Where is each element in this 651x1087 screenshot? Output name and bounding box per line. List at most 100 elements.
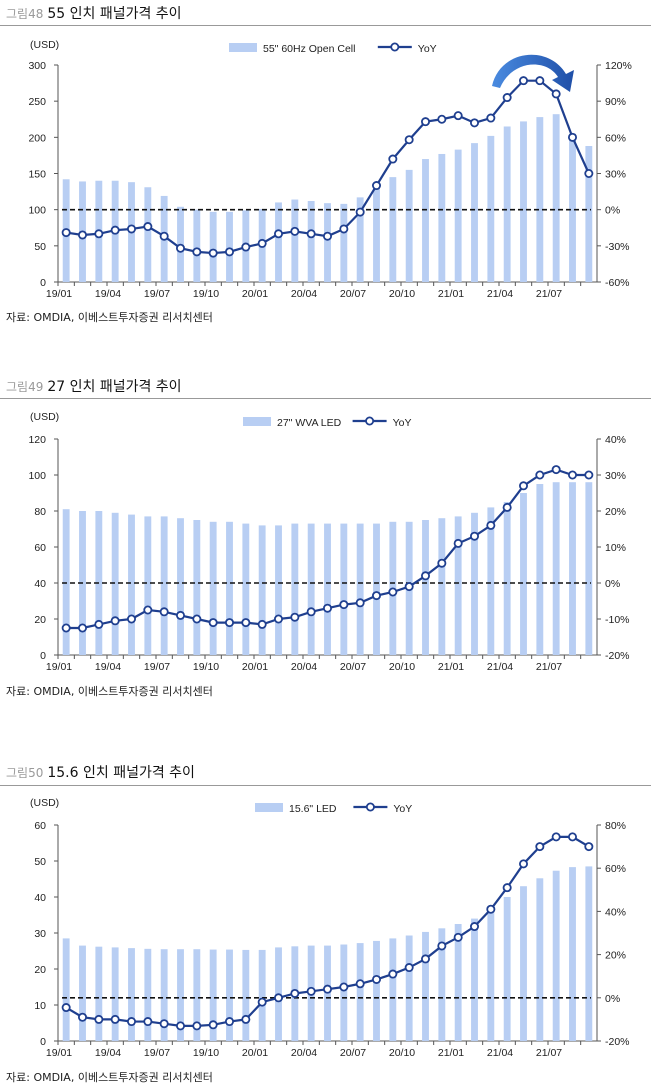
bar	[422, 159, 429, 282]
legend-bar-swatch	[255, 803, 283, 812]
legend-line-marker	[390, 42, 400, 52]
left-tick-label: 300	[28, 60, 46, 72]
x-tick-label: 20/01	[242, 288, 268, 300]
bar	[438, 518, 446, 655]
x-tick-label: 19/01	[46, 288, 72, 300]
right-tick-label: 120%	[605, 60, 632, 72]
bar	[405, 935, 413, 1041]
yoy-point	[273, 614, 283, 624]
yoy-point	[404, 582, 414, 592]
figure-name: 15.6 인치 패널가격 추이	[47, 765, 195, 781]
left-axis-unit: (USD)	[30, 411, 59, 423]
yoy-point	[420, 954, 430, 964]
yoy-point	[469, 531, 479, 541]
yoy-point	[535, 470, 545, 480]
x-tick-label: 20/07	[340, 661, 366, 673]
yoy-point	[486, 113, 496, 123]
bar	[79, 945, 86, 1041]
legend-line-label: YoY	[393, 803, 412, 815]
left-tick-label: 0	[40, 650, 46, 662]
x-tick-label: 21/04	[487, 1047, 513, 1059]
bar	[242, 949, 250, 1041]
bar	[471, 143, 478, 282]
x-tick-label: 21/04	[487, 288, 513, 300]
bar	[569, 133, 576, 282]
yoy-point	[224, 1017, 234, 1027]
legend-bar-swatch	[229, 43, 257, 52]
bar	[536, 878, 544, 1041]
x-tick-label: 19/04	[95, 1047, 121, 1059]
bar	[356, 943, 364, 1041]
bar	[471, 918, 478, 1041]
x-tick-label: 19/10	[193, 661, 219, 673]
left-tick-label: 50	[34, 241, 46, 253]
bar	[324, 523, 331, 655]
yoy-point	[404, 963, 414, 973]
yoy-point	[127, 1017, 137, 1027]
right-tick-label: 60%	[605, 863, 626, 875]
yoy-point	[290, 226, 300, 236]
yoy-point	[437, 114, 447, 124]
yoy-point	[420, 117, 430, 127]
legend-bar-label: 27" WVA LED	[277, 417, 342, 429]
right-tick-label: 20%	[605, 506, 626, 518]
yoy-point	[568, 832, 578, 842]
yoy-point	[371, 181, 381, 191]
yoy-point	[110, 225, 120, 235]
yoy-point	[519, 481, 529, 491]
yoy-point	[322, 231, 332, 241]
bar	[520, 493, 527, 655]
x-tick-label: 19/07	[144, 661, 170, 673]
yoy-point	[306, 229, 316, 239]
yoy-point	[551, 89, 561, 99]
yoy-point	[502, 883, 512, 893]
left-tick-label: 120	[28, 434, 46, 446]
right-tick-label: -60%	[605, 277, 630, 289]
bar	[454, 149, 462, 282]
x-tick-label: 19/01	[46, 661, 72, 673]
yoy-point	[273, 229, 283, 239]
figure-title: 그림48 55 인치 패널가격 추이	[6, 3, 182, 23]
bar	[144, 187, 152, 282]
bar	[389, 938, 397, 1041]
right-tick-label: 60%	[605, 132, 626, 144]
bar	[422, 931, 429, 1041]
yoy-point	[469, 118, 479, 128]
bar	[258, 949, 266, 1041]
yoy-point	[355, 207, 365, 217]
bar	[258, 525, 266, 655]
bar	[291, 199, 299, 282]
yoy-point	[208, 618, 218, 628]
x-tick-label: 20/01	[242, 661, 268, 673]
yoy-point	[584, 842, 594, 852]
yoy-point	[355, 598, 365, 608]
yoy-point	[143, 222, 153, 232]
yoy-point	[208, 248, 218, 258]
bar	[226, 521, 233, 655]
bar	[373, 523, 380, 655]
right-tick-label: 0%	[605, 205, 620, 217]
yoy-point	[322, 603, 332, 613]
yoy-point	[339, 600, 349, 610]
yoy-point	[339, 224, 349, 234]
x-tick-label: 20/10	[389, 1047, 415, 1059]
right-tick-label: 30%	[605, 470, 626, 482]
x-tick-label: 20/10	[389, 288, 415, 300]
bar	[585, 482, 593, 655]
yoy-point	[371, 974, 381, 984]
left-tick-label: 80	[34, 506, 46, 518]
yoy-point	[224, 618, 234, 628]
yoy-point	[404, 135, 414, 145]
yoy-point	[584, 470, 594, 480]
yoy-point	[175, 243, 185, 253]
x-tick-label: 19/07	[144, 288, 170, 300]
curved-arrow-shape	[492, 54, 574, 92]
left-tick-label: 250	[28, 96, 46, 108]
left-tick-label: 0	[40, 1036, 46, 1048]
yoy-point	[469, 922, 479, 932]
left-tick-label: 100	[28, 205, 46, 217]
yoy-point	[143, 1017, 153, 1027]
bar	[340, 523, 348, 655]
yoy-point	[568, 470, 578, 480]
title-divider	[0, 25, 651, 26]
